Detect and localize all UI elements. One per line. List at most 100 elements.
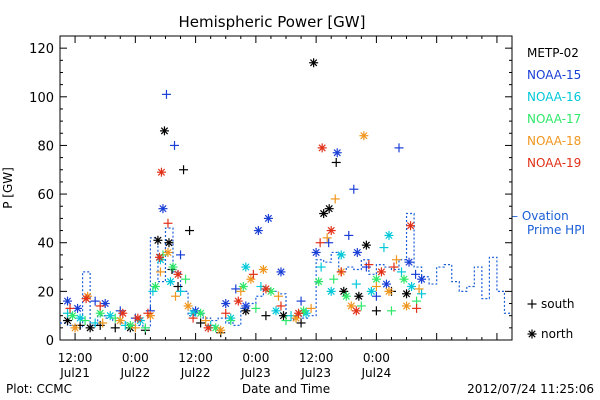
star-stroke-d2 (116, 316, 124, 325)
ovation-hpi-path (60, 212, 512, 329)
star-stroke-d2 (342, 292, 350, 300)
legend-entry: METP-02 (527, 46, 579, 60)
north-point (73, 303, 83, 313)
x-tick-date: Jul21 (59, 366, 90, 380)
north-point (381, 279, 391, 289)
south-point (417, 289, 427, 299)
north-point (158, 204, 168, 214)
star-stroke-d2 (377, 268, 386, 276)
north-point (271, 306, 281, 316)
south-point (261, 311, 271, 321)
north-point (150, 281, 160, 291)
south-point (171, 291, 181, 301)
south-point (176, 286, 186, 296)
x-tick-time: 0:00 (122, 351, 149, 365)
south-point (379, 243, 389, 253)
south-point (236, 286, 246, 296)
star-stroke-d2 (160, 127, 169, 135)
star-stroke-d2 (272, 307, 280, 315)
north-point (402, 289, 412, 299)
legend-marker-label: north (541, 327, 573, 341)
north-point (417, 274, 427, 284)
star-stroke-d2 (189, 309, 197, 317)
south-point (90, 318, 100, 328)
south-point (411, 269, 421, 279)
star-stroke-d2 (134, 314, 142, 322)
star-stroke-d2 (277, 268, 285, 276)
star-stroke-d2 (155, 253, 164, 261)
star-stroke-d2 (382, 280, 391, 288)
north-point (261, 284, 271, 294)
star-stroke-d2 (362, 241, 370, 249)
north-point (216, 325, 226, 335)
south-point (351, 279, 361, 289)
south-point (371, 306, 381, 316)
plot-frame (59, 35, 513, 341)
north-point (233, 296, 243, 306)
star-stroke-d2 (126, 321, 134, 330)
star-stroke-d2 (372, 275, 381, 283)
y-tick-label: 100 (29, 91, 54, 106)
south-point (226, 316, 236, 326)
north-point (133, 313, 143, 323)
star-stroke-d2 (352, 307, 360, 315)
star-stroke-d2 (264, 214, 273, 223)
legend-north-marker (527, 329, 537, 339)
y-tick-label: 0 (46, 334, 54, 349)
star-stroke-d2 (212, 324, 220, 332)
star-stroke-d2 (325, 205, 333, 213)
north-point (125, 320, 135, 330)
south-point (296, 318, 306, 328)
north-point (309, 58, 319, 68)
south-point (356, 301, 366, 311)
star-stroke-d2 (96, 309, 104, 317)
south-point (176, 250, 186, 260)
star-stroke-d2 (254, 226, 263, 235)
south-point (188, 313, 198, 323)
south-point (95, 301, 105, 311)
star-stroke-d2 (355, 292, 363, 300)
south-point (389, 262, 399, 272)
star-stroke-d2 (312, 248, 320, 257)
star-stroke-d2 (151, 282, 160, 291)
star-stroke-d2 (367, 287, 376, 295)
chart-title: Hemispheric Power [GW] (179, 13, 366, 31)
legend-marker-label: south (541, 297, 575, 311)
star-stroke-d2 (196, 309, 205, 317)
south-point (331, 157, 341, 167)
north-point (354, 291, 364, 301)
north-point (276, 267, 286, 277)
star-stroke-d2 (234, 297, 242, 305)
star-stroke-d2 (174, 270, 182, 278)
star-stroke-d2 (68, 312, 77, 320)
x-tick-date: Jul23 (240, 366, 271, 380)
y-tick-label: 20 (37, 285, 54, 300)
south-point (397, 267, 407, 277)
north-point (115, 316, 125, 326)
north-point (384, 286, 394, 296)
x-tick-time: 0:00 (242, 351, 269, 365)
north-point (366, 286, 376, 296)
north-point (238, 281, 248, 291)
legend-entry: NOAA-18 (527, 134, 581, 148)
north-point (159, 126, 169, 136)
north-point (402, 301, 412, 311)
star-stroke-d2 (279, 312, 288, 320)
north-point (336, 250, 346, 260)
x-tick-date: Jul22 (180, 366, 211, 380)
north-point (384, 230, 394, 240)
x-axis-label: Date and Time (242, 382, 330, 396)
north-point (341, 291, 351, 301)
north-point (118, 308, 128, 318)
star-stroke-d2 (169, 263, 177, 271)
south-point (281, 316, 291, 326)
star-stroke-d2 (315, 278, 323, 286)
star-stroke-d2 (86, 324, 94, 332)
star-stroke-d2 (337, 251, 345, 259)
star-stroke-d2 (327, 226, 335, 235)
south-point (95, 320, 105, 330)
star-stroke-d2 (400, 275, 408, 283)
star-stroke-d2 (318, 144, 326, 152)
north-point (168, 262, 178, 272)
